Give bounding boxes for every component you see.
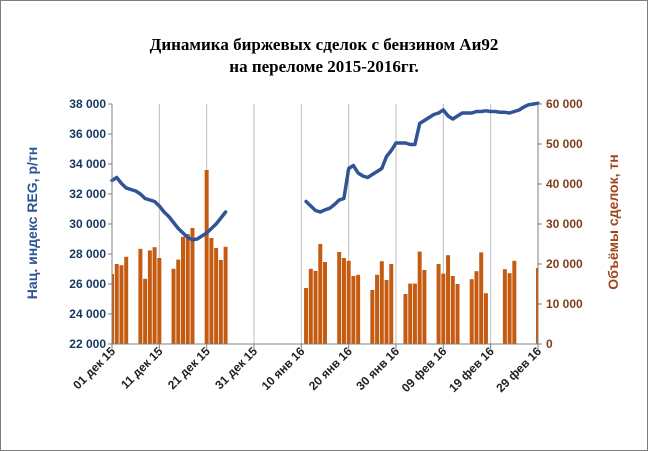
volume-bar bbox=[370, 290, 375, 344]
left-axis-ticks: 22 000 24 000 26 000 28 000 30 000 32 000 34 0… bbox=[69, 97, 112, 351]
volume-bar bbox=[441, 273, 446, 344]
volume-bar bbox=[114, 264, 119, 344]
x-tick-label: 30 янв 16 bbox=[353, 344, 402, 393]
left-tick-label: 38 000 bbox=[69, 97, 106, 111]
volume-bar bbox=[147, 250, 152, 344]
right-axis-ticks: 0 10 000 20 000 30 000 40 000 50 000 60 000 bbox=[538, 97, 583, 351]
chart-title: Динамика биржевых сделок с бензином Аи92… bbox=[0, 34, 648, 78]
chart-title-line1: Динамика биржевых сделок с бензином Аи92 bbox=[149, 35, 499, 54]
volume-bar bbox=[323, 262, 327, 344]
left-tick-label: 32 000 bbox=[69, 187, 106, 201]
volume-bar bbox=[223, 246, 228, 344]
volume-bar bbox=[389, 264, 394, 344]
volume-bar bbox=[157, 258, 162, 344]
right-tick-label: 20 000 bbox=[546, 257, 583, 271]
volume-bar bbox=[379, 261, 384, 344]
x-tick-label: 31 дек 15 bbox=[212, 344, 260, 392]
x-tick-label: 11 дек 15 bbox=[118, 344, 166, 392]
volume-bar bbox=[384, 280, 389, 344]
volume-bar bbox=[176, 259, 181, 344]
volume-bar bbox=[337, 252, 342, 344]
left-tick-label: 30 000 bbox=[69, 217, 106, 231]
x-tick-label: 01 дек 15 bbox=[70, 344, 118, 392]
volume-bar bbox=[190, 228, 195, 344]
left-tick-label: 24 000 bbox=[69, 307, 106, 321]
volume-bar bbox=[318, 244, 323, 344]
right-tick-label: 60 000 bbox=[546, 97, 583, 111]
volume-bar bbox=[483, 293, 488, 344]
volume-bar bbox=[351, 276, 356, 344]
volume-bar bbox=[313, 270, 318, 344]
volume-bar bbox=[479, 252, 484, 344]
index-line-group bbox=[110, 101, 540, 242]
x-tick-label: 29 фев 16 bbox=[493, 344, 544, 395]
volume-bar bbox=[181, 236, 185, 344]
right-tick-label: 10 000 bbox=[546, 297, 583, 311]
volume-bar bbox=[536, 268, 538, 344]
volume-bar bbox=[455, 284, 460, 344]
y-axis-label-left: Нац. индекс REG, р/тн bbox=[24, 147, 40, 299]
volume-bar bbox=[138, 248, 143, 344]
volume-bar bbox=[412, 283, 417, 344]
volume-bar bbox=[408, 283, 413, 344]
left-tick-label: 28 000 bbox=[69, 247, 106, 261]
left-tick-label: 26 000 bbox=[69, 277, 106, 291]
volume-bar bbox=[375, 274, 380, 344]
volume-bar bbox=[356, 274, 361, 344]
volume-bar bbox=[474, 271, 479, 344]
x-tick-label: 21 дек 15 bbox=[165, 344, 213, 392]
volume-bar bbox=[152, 247, 157, 344]
left-tick-label: 36 000 bbox=[69, 127, 106, 141]
x-tick-label: 10 янв 16 bbox=[259, 344, 308, 393]
volume-bar bbox=[308, 268, 313, 344]
volume-bar bbox=[507, 273, 512, 344]
right-tick-label: 30 000 bbox=[546, 217, 583, 231]
volume-bar bbox=[450, 276, 455, 344]
x-tick-label: 20 янв 16 bbox=[306, 344, 355, 393]
volume-bar bbox=[185, 234, 190, 344]
volume-bar bbox=[209, 238, 214, 344]
volume-bar bbox=[204, 170, 209, 344]
volume-bar bbox=[512, 260, 517, 344]
x-tick-label: 09 фев 16 bbox=[399, 344, 450, 395]
volume-bar bbox=[469, 279, 474, 344]
right-tick-label: 50 000 bbox=[546, 137, 583, 151]
left-tick-label: 22 000 bbox=[69, 337, 106, 351]
volume-bar bbox=[403, 294, 408, 344]
volume-bar bbox=[119, 265, 124, 344]
chart-title-line2: на переломе 2015-2016гг. bbox=[229, 57, 419, 76]
index-line-segment-0 bbox=[110, 175, 228, 242]
right-tick-label: 40 000 bbox=[546, 177, 583, 191]
volume-bar bbox=[171, 268, 176, 344]
volume-bar bbox=[446, 255, 451, 344]
volume-bar bbox=[422, 270, 427, 344]
volume-bar bbox=[502, 269, 507, 344]
left-tick-label: 34 000 bbox=[69, 157, 106, 171]
index-line-segment-1 bbox=[304, 101, 540, 214]
volume-bar bbox=[112, 274, 114, 344]
volume-bar bbox=[143, 278, 148, 344]
y-axis-label-right: Объёмы сделок, тн bbox=[605, 154, 621, 289]
volume-bar bbox=[218, 260, 223, 344]
right-tick-label: 0 bbox=[546, 337, 553, 351]
volume-bars bbox=[112, 170, 538, 344]
volume-bar bbox=[214, 248, 219, 344]
volume-bar bbox=[346, 260, 351, 344]
volume-bar bbox=[304, 288, 309, 344]
volume-bar bbox=[417, 251, 422, 344]
volume-bar bbox=[436, 264, 441, 344]
x-tick-label: 19 фев 16 bbox=[446, 344, 497, 395]
volume-bar bbox=[341, 258, 346, 344]
volume-bar bbox=[124, 256, 129, 344]
